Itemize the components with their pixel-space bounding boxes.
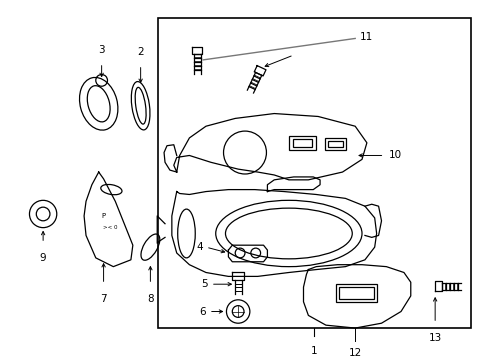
- Text: 2: 2: [137, 47, 143, 57]
- Bar: [288, 136, 316, 150]
- Text: 7: 7: [100, 294, 107, 304]
- Text: 1: 1: [310, 346, 317, 356]
- Text: >< 0: >< 0: [103, 225, 118, 230]
- Text: 13: 13: [427, 333, 441, 343]
- Text: 9: 9: [40, 253, 46, 263]
- Text: 5: 5: [201, 279, 207, 289]
- Bar: [335, 284, 376, 302]
- Bar: [158, 18, 470, 328]
- Text: 11: 11: [359, 32, 372, 42]
- Bar: [338, 287, 373, 299]
- Text: 3: 3: [98, 45, 105, 55]
- Text: 12: 12: [348, 348, 361, 357]
- Text: 6: 6: [199, 306, 205, 316]
- Bar: [292, 139, 312, 147]
- Bar: [325, 138, 346, 150]
- Text: P: P: [102, 213, 105, 219]
- Text: 4: 4: [196, 242, 203, 252]
- Text: 8: 8: [147, 294, 153, 304]
- Text: 10: 10: [387, 150, 401, 161]
- Bar: [327, 141, 343, 147]
